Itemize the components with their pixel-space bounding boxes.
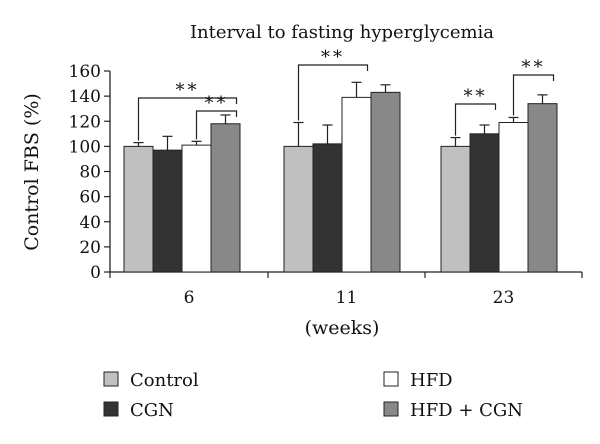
y-tick-label: 160 [69, 62, 101, 82]
legend-swatch [103, 371, 119, 387]
y-tick-label: 80 [79, 163, 101, 183]
bar [123, 145, 154, 273]
legend-label: HFD [410, 370, 453, 391]
y-tick-label: 100 [69, 137, 101, 157]
significance-bracket [297, 64, 369, 121]
legend-swatch [383, 371, 399, 387]
significance-label: ** [321, 47, 345, 68]
x-axis-label: (weeks) [305, 317, 380, 339]
legend-label: HFD + CGN [410, 400, 523, 421]
bar [469, 133, 500, 273]
x-tick-label: 6 [184, 288, 195, 308]
y-tick-label: 60 [79, 188, 101, 208]
y-tick-label: 40 [79, 213, 101, 233]
bar [498, 122, 529, 273]
significance-bracket [454, 103, 497, 136]
significance-label: ** [176, 80, 200, 101]
y-tick-label: 120 [69, 112, 101, 132]
y-axis-label: Control FBS (%) [21, 93, 43, 251]
significance-bracket [195, 110, 238, 140]
bar [181, 144, 212, 273]
legend-swatch [383, 401, 399, 417]
significance-label: ** [522, 57, 546, 78]
chart-title: Interval to fasting hyperglycemia [190, 22, 494, 43]
y-tick-label: 0 [90, 263, 101, 283]
bar [283, 145, 314, 273]
y-tick-label: 140 [69, 87, 101, 107]
legend: Control CGN HFD HFD + CGN [103, 370, 523, 421]
x-tick-label: 23 [493, 288, 515, 308]
legend-label: Control [130, 370, 199, 391]
legend-swatch [103, 401, 119, 417]
y-tick-label: 20 [79, 238, 101, 258]
significance-bracket [512, 74, 555, 116]
bar [440, 145, 471, 273]
legend-label: CGN [130, 400, 174, 421]
bar [527, 103, 558, 273]
significance-label: ** [205, 93, 229, 114]
x-tick-label: 11 [336, 288, 358, 308]
bar [341, 96, 372, 273]
bar [210, 123, 241, 273]
bar [152, 149, 183, 273]
significance-label: ** [464, 86, 488, 107]
bar [370, 91, 401, 273]
significance-bracket [137, 97, 238, 141]
bar [312, 143, 343, 273]
